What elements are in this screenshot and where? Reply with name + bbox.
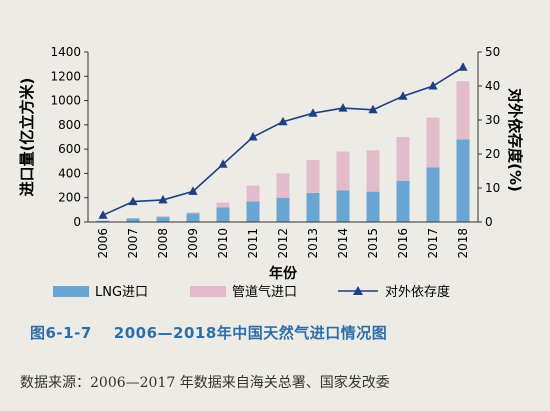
y-ticks: 0 200 400 600 800 1000 1200 1400 bbox=[50, 45, 88, 229]
dependency-point-2006 bbox=[98, 210, 108, 219]
legend-label-lng: LNG进口 bbox=[95, 285, 148, 300]
dependency-point-2010 bbox=[218, 159, 228, 168]
x-tick-label-2011: 2011 bbox=[246, 228, 260, 259]
chart: 0 200 400 600 800 1000 1200 1400 0 10 20 30 40 50 20… bbox=[18, 45, 524, 300]
y-tick-label: 0 bbox=[73, 215, 81, 229]
bar-lng-2009 bbox=[186, 213, 200, 222]
dependency-point-2011 bbox=[248, 132, 258, 141]
dependency-point-2015 bbox=[368, 104, 378, 114]
bar-pipeline-2016 bbox=[396, 137, 410, 181]
x-ticks: 2006 2007 2008 2009 2010 2011 2012 2013 2014 2015… bbox=[96, 228, 470, 259]
x-tick-label-2010: 2010 bbox=[216, 228, 230, 259]
bar-lng-2014 bbox=[336, 190, 350, 222]
bar-pipeline-2017 bbox=[426, 117, 440, 168]
bar-lng-2012 bbox=[276, 197, 290, 222]
bars-layer bbox=[96, 81, 470, 222]
bar-lng-2013 bbox=[306, 192, 320, 222]
bar-lng-2016 bbox=[396, 180, 410, 222]
x-axis-label: 年份 bbox=[269, 265, 298, 282]
source-note: 数据来源：2006—2017 年数据来自海关总署、国家发改委 bbox=[20, 375, 390, 391]
legend: LNG进口 管道气进口 对外依存度 bbox=[53, 284, 450, 300]
x-tick-label-2012: 2012 bbox=[276, 228, 290, 259]
legend-label-dependency: 对外依存度 bbox=[385, 284, 450, 300]
y2-ticks: 0 10 20 30 40 50 bbox=[478, 45, 500, 229]
bar-pipeline-2011 bbox=[246, 185, 260, 202]
dependency-point-2016 bbox=[398, 91, 408, 100]
dependency-point-2014 bbox=[338, 103, 348, 112]
y2-tick-label: 30 bbox=[485, 113, 500, 127]
x-tick-label-2015: 2015 bbox=[366, 228, 380, 259]
bar-pipeline-2015 bbox=[366, 150, 380, 192]
bar-pipeline-2010 bbox=[216, 202, 230, 208]
bar-pipeline-2008 bbox=[156, 215, 170, 218]
figure-caption: 图6-1-7 2006—2018年中国天然气进口情况图 bbox=[30, 322, 387, 343]
bar-lng-2018 bbox=[456, 139, 470, 222]
legend-marker-dependency bbox=[353, 286, 363, 295]
x-tick-label-2008: 2008 bbox=[156, 228, 170, 259]
legend-label-pipeline: 管道气进口 bbox=[232, 284, 297, 300]
dependency-point-2018 bbox=[458, 62, 468, 71]
bar-lng-2006 bbox=[96, 220, 110, 222]
bar-pipeline-2018 bbox=[456, 81, 470, 140]
bar-pipeline-2009 bbox=[186, 212, 200, 214]
bar-lng-2011 bbox=[246, 201, 260, 222]
dependency-point-2007 bbox=[128, 196, 138, 206]
bar-lng-2007 bbox=[126, 218, 140, 222]
y-tick-label: 200 bbox=[58, 191, 81, 205]
figure-title: 2006—2018年中国天然气进口情况图 bbox=[113, 324, 388, 342]
dependency-point-2009 bbox=[188, 186, 198, 195]
y2-tick-label: 0 bbox=[485, 215, 493, 229]
y-tick-label: 400 bbox=[58, 166, 81, 180]
legend-swatch-lng bbox=[53, 286, 89, 297]
bar-lng-2015 bbox=[366, 191, 380, 222]
y2-tick-label: 50 bbox=[485, 45, 500, 59]
x-tick-label-2014: 2014 bbox=[336, 228, 350, 259]
y2-axis-label: 对外依存度(%) bbox=[506, 88, 524, 192]
x-tick-label-2007: 2007 bbox=[126, 228, 140, 259]
x-tick-label-2017: 2017 bbox=[426, 228, 440, 259]
x-tick-label-2018: 2018 bbox=[456, 228, 470, 259]
figure-number: 图6-1-7 bbox=[30, 324, 92, 342]
x-tick-label-2016: 2016 bbox=[396, 228, 410, 259]
dependency-point-2012 bbox=[278, 116, 288, 126]
x-tick-label-2009: 2009 bbox=[186, 228, 200, 259]
legend-swatch-pipeline bbox=[190, 286, 226, 297]
bar-pipeline-2013 bbox=[306, 160, 320, 193]
bar-pipeline-2014 bbox=[336, 151, 350, 191]
y-tick-label: 1200 bbox=[50, 69, 81, 83]
y-tick-label: 1400 bbox=[50, 45, 81, 59]
y-tick-label: 600 bbox=[58, 142, 81, 156]
y2-tick-label: 10 bbox=[485, 181, 500, 195]
bar-lng-2017 bbox=[426, 167, 440, 222]
bar-lng-2008 bbox=[156, 217, 170, 222]
x-tick-label-2006: 2006 bbox=[96, 228, 110, 259]
y2-tick-label: 20 bbox=[485, 147, 500, 161]
dependency-point-2013 bbox=[308, 108, 318, 117]
bar-pipeline-2012 bbox=[276, 173, 290, 198]
dependency-point-2008 bbox=[158, 194, 168, 204]
dependency-point-2017 bbox=[428, 81, 438, 90]
x-tick-label-2013: 2013 bbox=[306, 228, 320, 259]
line-layer bbox=[98, 62, 468, 219]
y2-tick-label: 40 bbox=[485, 79, 500, 93]
y-tick-label: 800 bbox=[58, 118, 81, 132]
y-axis-label: 进口量(亿立方米) bbox=[18, 78, 36, 197]
bar-lng-2010 bbox=[216, 207, 230, 222]
y-tick-label: 1000 bbox=[50, 94, 81, 108]
